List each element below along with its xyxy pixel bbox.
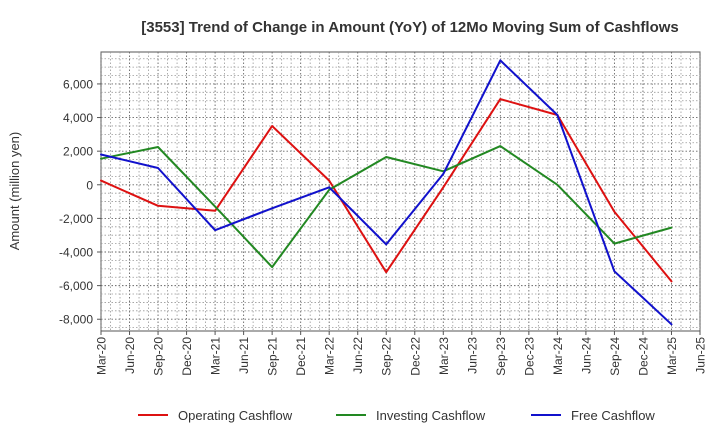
y-tick-label: -6,000 — [59, 279, 93, 293]
x-tick-label: Sep-20 — [152, 337, 166, 376]
x-tick-label: Mar-22 — [323, 337, 337, 375]
y-axis-label: Amount (million yen) — [7, 132, 22, 251]
x-tick-label: Sep-24 — [608, 337, 622, 376]
y-tick-label: 0 — [86, 178, 93, 192]
x-tick-label: Mar-25 — [665, 337, 679, 375]
x-tick-label: Jun-23 — [465, 337, 479, 374]
y-tick-label: -2,000 — [59, 212, 93, 226]
series-line-free-cashflow — [100, 59, 673, 326]
x-tick-label: Sep-22 — [380, 337, 394, 376]
x-tick-label: Jun-22 — [351, 337, 365, 374]
x-tick-label: Mar-21 — [209, 337, 223, 375]
x-tick-label: Jun-21 — [237, 337, 251, 374]
x-tick-label: Dec-20 — [180, 337, 194, 376]
grid — [100, 51, 701, 332]
x-tick-label: Jun-24 — [579, 337, 593, 374]
y-tick-label: -4,000 — [59, 246, 93, 260]
axes: 6,000 4,000 2,000 0 -2,000 -4,000 -6,000 -8,000… — [59, 77, 708, 375]
legend-label: Free Cashflow — [571, 408, 655, 423]
x-tick-label: Dec-21 — [294, 337, 308, 376]
legend: Operating Cashflow Investing Cashflow Free… — [138, 408, 655, 423]
y-tick-label: 6,000 — [63, 77, 93, 91]
y-tick-label: 4,000 — [63, 111, 93, 125]
series-line-investing-cashflow — [100, 145, 673, 269]
x-tick-label: Sep-21 — [266, 337, 280, 376]
y-tick-label: -8,000 — [59, 313, 93, 327]
x-tick-label: Dec-23 — [522, 337, 536, 376]
y-tick-label: 2,000 — [63, 145, 93, 159]
legend-label: Investing Cashflow — [376, 408, 486, 423]
x-tick-label: Dec-22 — [408, 337, 422, 376]
plot-area — [100, 51, 701, 332]
x-tick-label: Mar-20 — [95, 337, 109, 375]
x-tick-label: Jun-20 — [123, 337, 137, 374]
chart-title: [3553] Trend of Change in Amount (YoY) o… — [141, 19, 679, 36]
x-tick-label: Sep-23 — [494, 337, 508, 376]
x-tick-label: Mar-24 — [551, 337, 565, 375]
x-tick-label: Dec-24 — [636, 337, 650, 376]
x-tick-label: Jun-25 — [694, 337, 708, 374]
series-lines — [100, 59, 673, 326]
legend-label: Operating Cashflow — [178, 408, 293, 423]
x-tick-label: Mar-23 — [437, 337, 451, 375]
